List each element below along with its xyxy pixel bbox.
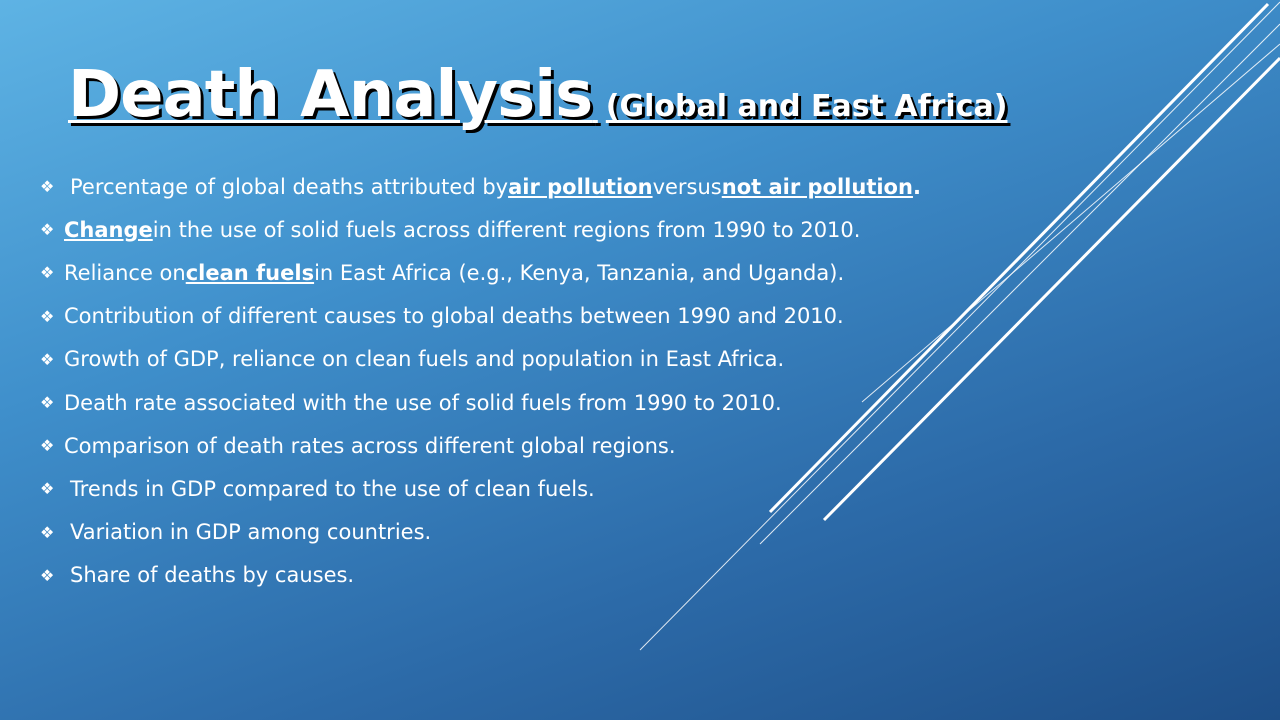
emphasis-clean-fuels: clean fuels bbox=[185, 260, 315, 285]
list-item: ❖ Percentage of global deaths attributed… bbox=[40, 174, 921, 199]
slide-title: Death Analysis (Global and East Africa) bbox=[68, 58, 1007, 132]
list-item: ❖ Death rate associated with the use of … bbox=[40, 390, 782, 415]
deco-line-1 bbox=[768, 2, 1270, 514]
emphasis-not-air-pollution: not air pollution bbox=[721, 174, 913, 199]
list-item: ❖ Variation in GDP among countries. bbox=[40, 520, 432, 545]
list-item: ❖ Comparison of death rates across diffe… bbox=[40, 433, 676, 458]
deco-line-5 bbox=[639, 1, 1280, 651]
diamond-bullet-icon: ❖ bbox=[40, 393, 55, 413]
diamond-bullet-icon: ❖ bbox=[40, 220, 55, 240]
deco-line-3 bbox=[759, 23, 1280, 545]
list-item: ❖ Growth of GDP, reliance on clean fuels… bbox=[40, 347, 785, 372]
diamond-bullet-icon: ❖ bbox=[40, 263, 55, 283]
diamond-bullet-icon: ❖ bbox=[40, 565, 55, 585]
diamond-bullet-icon: ❖ bbox=[40, 522, 55, 542]
diamond-bullet-icon: ❖ bbox=[40, 479, 55, 499]
list-item: ❖ Contribution of different causes to gl… bbox=[40, 304, 844, 329]
list-item: ❖ Change in the use of solid fuels acros… bbox=[40, 217, 861, 242]
emphasis-air-pollution: air pollution bbox=[508, 174, 653, 199]
diamond-bullet-icon: ❖ bbox=[40, 349, 55, 369]
list-item: ❖ Trends in GDP compared to the use of c… bbox=[40, 476, 595, 501]
deco-line-2 bbox=[822, 56, 1280, 522]
bullet-list: ❖ Percentage of global deaths attributed… bbox=[40, 165, 921, 597]
diamond-bullet-icon: ❖ bbox=[40, 306, 55, 326]
diamond-bullet-icon: ❖ bbox=[40, 177, 55, 197]
diamond-bullet-icon: ❖ bbox=[40, 436, 55, 456]
slide-title-subtitle: (Global and East Africa) bbox=[605, 89, 1008, 124]
slide-title-main: Death Analysis bbox=[68, 58, 593, 132]
deco-line-4 bbox=[861, 43, 1280, 403]
list-item: ❖ Reliance on clean fuels in East Africa… bbox=[40, 260, 845, 285]
emphasis-change: Change bbox=[64, 217, 153, 242]
list-item: ❖ Share of deaths by causes. bbox=[40, 563, 355, 588]
